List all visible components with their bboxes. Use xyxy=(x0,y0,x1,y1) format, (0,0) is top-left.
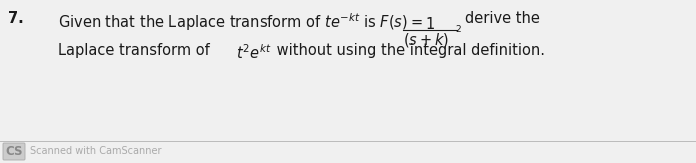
Text: derive the: derive the xyxy=(465,11,540,26)
Text: 7.: 7. xyxy=(8,11,24,26)
Text: Laplace transform of: Laplace transform of xyxy=(58,43,214,58)
Text: $t^{2}e^{kt}$: $t^{2}e^{kt}$ xyxy=(236,43,272,62)
Text: Given that the Laplace transform of $te^{-kt}$ is $F(s) =$: Given that the Laplace transform of $te^… xyxy=(58,11,422,33)
Text: $(s + k)$: $(s + k)$ xyxy=(403,31,449,49)
Text: 2: 2 xyxy=(455,25,461,34)
Text: Scanned with CamScanner: Scanned with CamScanner xyxy=(30,147,161,156)
Text: 1: 1 xyxy=(425,17,434,32)
FancyBboxPatch shape xyxy=(3,143,25,160)
Text: without using the integral definition.: without using the integral definition. xyxy=(272,43,545,58)
Text: CS: CS xyxy=(6,145,23,158)
